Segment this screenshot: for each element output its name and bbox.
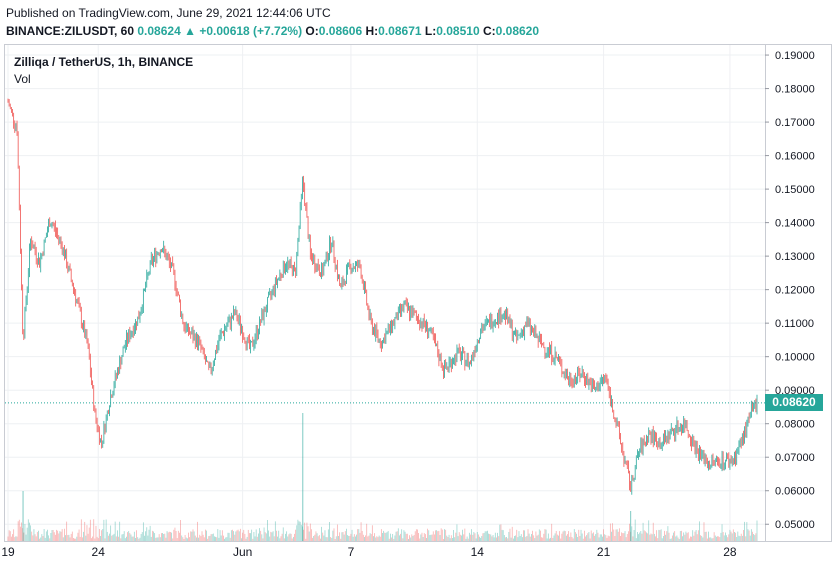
low-value: 0.08510 (436, 24, 480, 38)
low-label: L: (424, 24, 437, 38)
y-tick-label: 0.12000 (775, 285, 815, 297)
price-change: +0.00618 (+7.72%) (199, 24, 303, 38)
y-tick-label: 0.18000 (775, 84, 815, 96)
last-price-tag: 0.08620 (765, 394, 823, 412)
open-value: 0.08606 (318, 24, 363, 38)
y-tick-label: 0.19000 (775, 50, 815, 62)
up-arrow-icon: ▲ (184, 24, 196, 38)
y-tick-label: 0.13000 (775, 251, 815, 263)
x-tick-label: 19 (1, 545, 15, 559)
y-tick-label: 0.10000 (775, 352, 815, 364)
price-axis[interactable] (766, 44, 832, 542)
high-value: 0.08671 (378, 24, 422, 38)
y-tick-label: 0.17000 (775, 117, 815, 129)
close-value: 0.08620 (495, 24, 540, 38)
y-tick-label: 0.09000 (775, 385, 815, 397)
x-tick-label: 28 (723, 545, 737, 559)
x-tick-label: Jun (233, 545, 252, 559)
x-tick-label: 14 (471, 545, 485, 559)
open-label: O: (305, 24, 319, 38)
symbol-interval: BINANCE:ZILUSDT, 60 (6, 24, 135, 38)
x-tick-label: 24 (92, 545, 106, 559)
y-tick-label: 0.08000 (775, 419, 815, 431)
chart-legend: Zilliqa / TetherUS, 1h, BINANCE Vol (14, 54, 193, 88)
chart-pane[interactable] (4, 44, 766, 542)
legend-volume: Vol (14, 72, 31, 86)
y-tick-label: 0.16000 (775, 151, 815, 163)
high-label: H: (365, 24, 379, 38)
published-note: Published on TradingView.com, June 29, 2… (6, 6, 331, 20)
legend-title: Zilliqa / TetherUS, 1h, BINANCE (14, 55, 194, 69)
last-price: 0.08624 (137, 24, 181, 38)
y-tick-label: 0.05000 (775, 519, 815, 531)
y-tick-label: 0.15000 (775, 184, 815, 196)
y-tick-label: 0.07000 (775, 452, 815, 464)
y-tick-label: 0.14000 (775, 218, 815, 230)
x-tick-label: 7 (348, 545, 355, 559)
y-tick-label: 0.11000 (775, 318, 814, 330)
ohlc-line: BINANCE:ZILUSDT, 60 0.08624 ▲ +0.00618 (… (6, 24, 539, 38)
y-tick-label: 0.06000 (775, 486, 815, 498)
x-tick-label: 21 (597, 545, 611, 559)
close-label: C: (482, 24, 496, 38)
